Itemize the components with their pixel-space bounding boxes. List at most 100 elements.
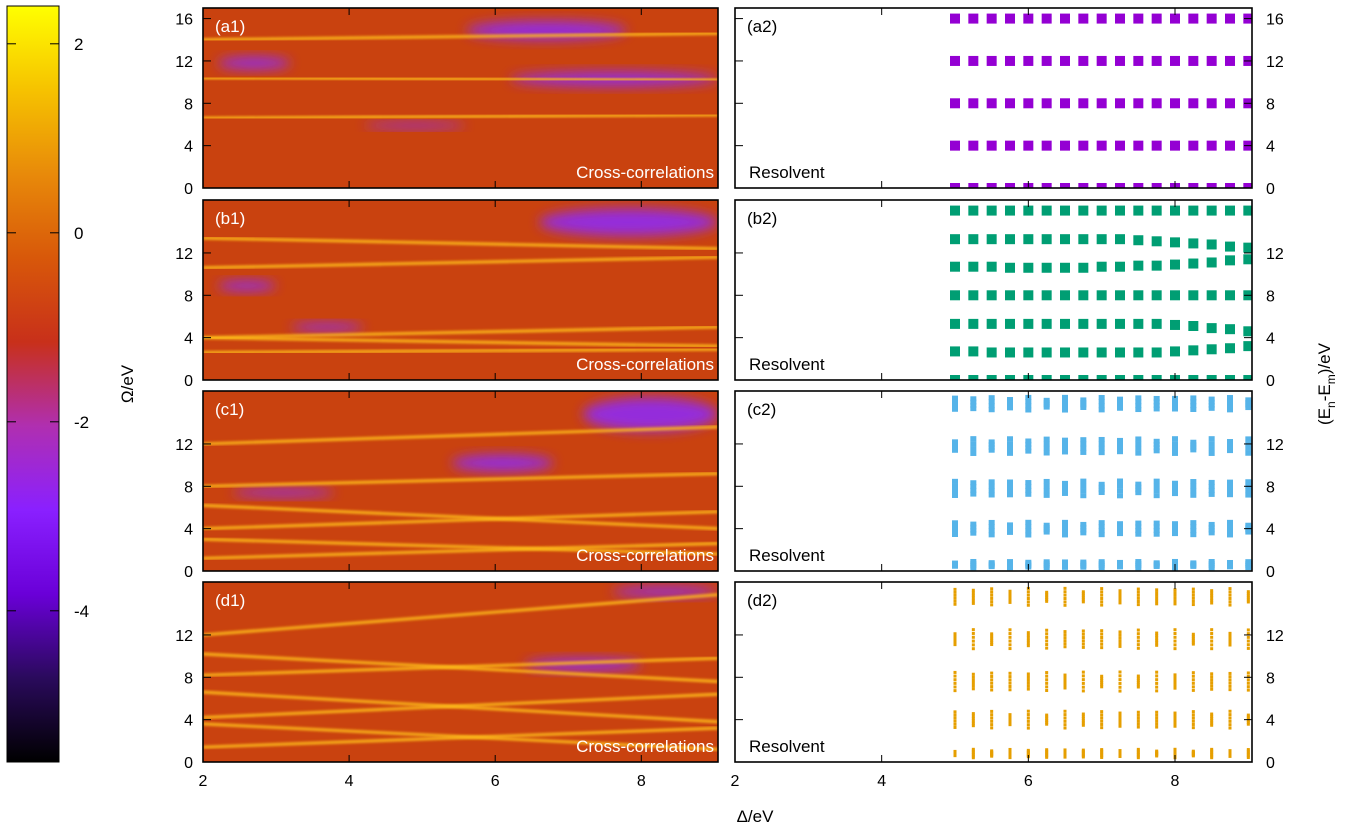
resolvent-marker (953, 632, 957, 636)
resolvent-marker (1023, 55, 1034, 66)
resolvent-marker (1225, 241, 1235, 252)
resolvent-marker (1135, 490, 1142, 496)
resolvent-marker (971, 647, 975, 651)
panel-frame (734, 199, 1253, 381)
resolvent-marker (1008, 635, 1012, 639)
resolvent-marker (1062, 559, 1068, 565)
resolvent-marker (950, 290, 960, 301)
resolvent-marker (1100, 596, 1104, 600)
resolvent-marker (1173, 686, 1177, 690)
resolvent-marker (1246, 715, 1250, 719)
resolvent-marker (1117, 521, 1123, 527)
resolvent-marker (1043, 441, 1050, 447)
resolvent-marker (1008, 752, 1012, 756)
resolvent-marker (1210, 596, 1214, 600)
y-tick-label: 4 (184, 331, 193, 348)
resolvent-marker (1062, 441, 1068, 447)
resolvent-marker (1172, 531, 1178, 537)
resolvent-marker (1063, 719, 1067, 723)
resolvent-marker (1041, 290, 1052, 301)
resolvent-marker (1173, 639, 1177, 643)
resolvent-panel-c2: 0 4 8 12 (c2) Resolvent (734, 390, 1284, 581)
resolvent-marker (990, 719, 994, 723)
resolvent-marker (1081, 594, 1085, 598)
resolvent-marker (1045, 752, 1049, 756)
resolvent-marker (952, 528, 958, 534)
resolvent-marker (1151, 55, 1162, 66)
heatmap-low-region (539, 208, 718, 236)
resolvent-marker (1026, 713, 1030, 717)
resolvent-marker (1173, 588, 1177, 592)
y-tick-label: 4 (1266, 522, 1275, 539)
resolvent-panel-a2: 0 4 8 12 16 (a2) Resolvent (734, 7, 1284, 198)
y-tick-label: 16 (1266, 12, 1284, 29)
resolvent-marker (1005, 183, 1015, 188)
resolvent-marker (1155, 716, 1159, 720)
heatmap-ridge (203, 336, 718, 348)
resolvent-marker (1136, 676, 1140, 680)
resolvent-marker (1063, 593, 1067, 597)
resolvent-marker (1062, 532, 1068, 538)
resolvent-marker (1045, 754, 1049, 758)
heatmap-ridge (203, 652, 718, 684)
resolvent-marker (1008, 643, 1012, 647)
resolvent-marker (1210, 687, 1214, 691)
resolvent-marker (990, 749, 994, 753)
resolvent-marker (1117, 441, 1123, 447)
resolvent-marker (1188, 238, 1199, 249)
resolvent-marker (1008, 596, 1012, 600)
resolvent-marker (1172, 521, 1178, 527)
resolvent-marker (1191, 590, 1195, 594)
heatmap-ridge (203, 726, 718, 749)
resolvent-marker (1136, 674, 1140, 678)
resolvent-marker (1118, 670, 1122, 674)
resolvent-marker (1100, 635, 1104, 639)
resolvent-marker (1041, 13, 1052, 24)
resolvent-marker (1172, 406, 1178, 412)
resolvent-marker (1173, 673, 1177, 677)
resolvent-marker (1063, 633, 1067, 637)
resolvent-marker (1025, 480, 1032, 486)
resolvent-marker (1118, 685, 1122, 689)
resolvent-marker (1081, 674, 1085, 678)
resolvent-marker (1225, 205, 1235, 216)
y-tick-label: 12 (175, 54, 193, 71)
resolvent-marker (1041, 98, 1052, 109)
resolvent-marker (1188, 290, 1199, 301)
y-tick-label: 0 (1266, 373, 1275, 390)
resolvent-marker (1172, 399, 1178, 405)
resolvent-marker (1246, 685, 1250, 689)
resolvent-marker (953, 722, 957, 726)
resolvent-marker (1190, 447, 1197, 453)
resolvent-marker (970, 558, 977, 564)
resolvent-marker (1155, 719, 1159, 723)
resolvent-marker (1117, 437, 1123, 443)
resolvent-marker (1026, 684, 1030, 688)
resolvent-marker (1023, 205, 1034, 216)
resolvent-marker (1210, 754, 1214, 758)
resolvent-marker (1173, 676, 1177, 680)
resolvent-marker (1078, 140, 1089, 151)
resolvent-marker (1063, 590, 1067, 594)
resolvent-marker (1026, 748, 1030, 752)
resolvent-marker (1210, 628, 1214, 632)
resolvent-marker (1045, 685, 1049, 689)
resolvent-marker (952, 531, 958, 537)
resolvent-marker (1206, 205, 1217, 216)
resolvent-marker (988, 407, 995, 413)
y-tick-label: 4 (184, 139, 193, 156)
resolvent-marker (1191, 685, 1195, 689)
heatmap-ridge (203, 347, 718, 355)
resolvent-marker (1005, 98, 1015, 109)
resolvent-marker (1023, 234, 1034, 245)
resolvent-marker (1045, 678, 1049, 682)
resolvent-marker (1135, 395, 1142, 401)
resolvent-marker (1191, 593, 1195, 597)
resolvent-marker (1245, 402, 1252, 408)
x-tick-label: 4 (345, 773, 354, 790)
resolvent-marker (1210, 719, 1214, 723)
resolvent-marker (1151, 13, 1162, 24)
resolvent-marker (1191, 596, 1195, 600)
heatmap-ridge (203, 510, 718, 531)
heatmap-ridge (203, 31, 718, 42)
